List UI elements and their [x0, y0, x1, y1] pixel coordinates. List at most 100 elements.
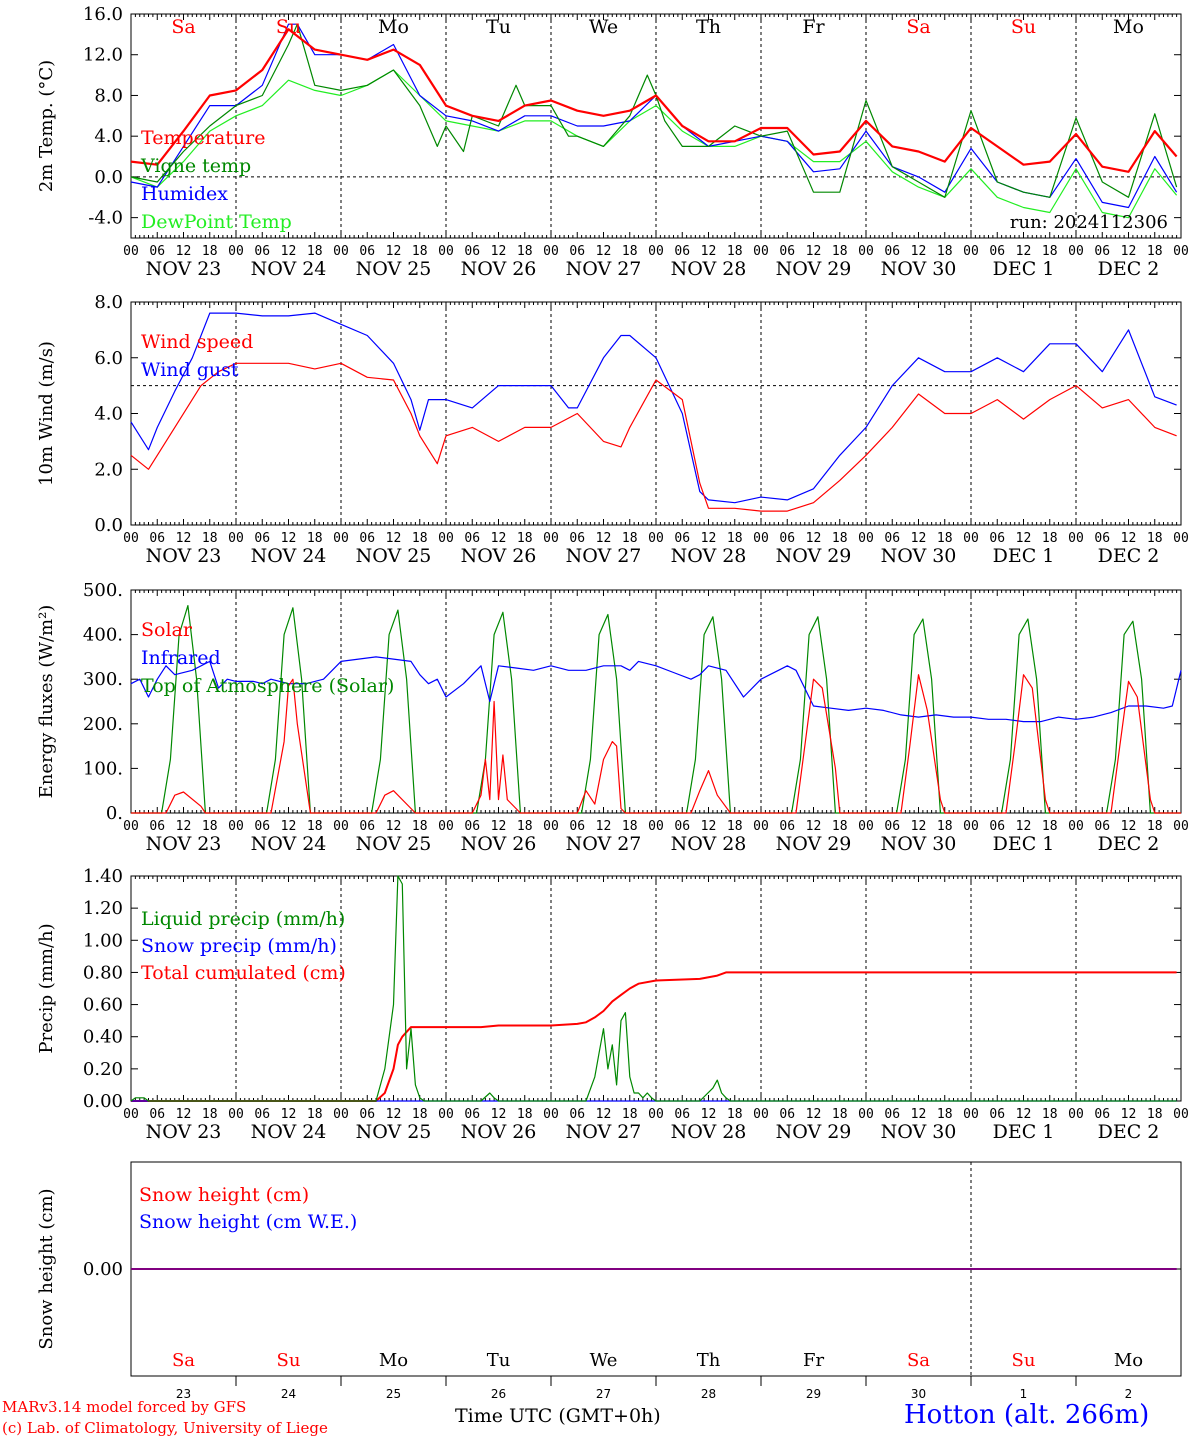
- panel-frame: [130, 301, 1182, 526]
- date-label: NOV 29: [776, 258, 852, 280]
- hour-tick-label: 00: [858, 1107, 874, 1122]
- hour-tick-label: 18: [1042, 819, 1058, 834]
- hour-tick-label: 12: [491, 819, 507, 834]
- y-tick-label: 0.: [106, 803, 123, 824]
- hour-tick-label: 12: [176, 1107, 192, 1122]
- y-tick-label: 12.0: [83, 45, 123, 66]
- hour-tick-label: 12: [596, 819, 612, 834]
- y-tick-label: 16.0: [83, 4, 123, 25]
- day-number-label: 30: [911, 1387, 926, 1401]
- hour-tick-label: 18: [1147, 244, 1163, 259]
- run-annotation: run: 2024112306: [1010, 212, 1168, 233]
- hour-tick-label: 00: [333, 1107, 349, 1122]
- date-label: NOV 27: [566, 833, 642, 855]
- hour-tick-label: 06: [1094, 531, 1110, 546]
- hour-tick-label: 06: [359, 244, 375, 259]
- hour-tick-label: 06: [149, 244, 165, 259]
- date-label: NOV 26: [461, 545, 537, 567]
- weekday-label: Th: [696, 16, 721, 38]
- hour-tick-label: 00: [858, 244, 874, 259]
- date-label: NOV 24: [251, 1121, 327, 1143]
- date-label: NOV 27: [566, 1121, 642, 1143]
- hour-tick-label: 12: [911, 1107, 927, 1122]
- hour-tick-label: 00: [123, 531, 139, 546]
- weekday-label-bottom: Mo: [379, 1350, 408, 1371]
- date-label: NOV 23: [146, 833, 222, 855]
- hour-tick-label: 12: [806, 819, 822, 834]
- weekday-label-bottom: Mo: [1114, 1350, 1143, 1371]
- date-label: NOV 25: [356, 833, 432, 855]
- hour-tick-label: 18: [202, 819, 218, 834]
- hour-tick-label: 00: [648, 531, 664, 546]
- hour-tick-label: 00: [333, 819, 349, 834]
- y-tick-label: 1.40: [83, 866, 123, 887]
- date-label: NOV 29: [776, 1121, 852, 1143]
- hour-tick-label: 12: [281, 531, 297, 546]
- date-label: NOV 28: [671, 545, 747, 567]
- y-tick-label: 1.20: [83, 898, 123, 919]
- weekday-label: We: [589, 16, 618, 38]
- hour-tick-label: 18: [517, 531, 533, 546]
- hour-tick-label: 00: [1173, 244, 1189, 259]
- y-tick-label: 200.: [83, 714, 123, 735]
- hour-tick-label: 06: [254, 531, 270, 546]
- hour-tick-label: 12: [1121, 819, 1137, 834]
- hour-tick-label: 18: [1147, 531, 1163, 546]
- weekday-label-bottom: Tu: [487, 1350, 511, 1371]
- hour-tick-label: 12: [281, 819, 297, 834]
- hour-tick-label: 12: [1121, 531, 1137, 546]
- y-tick-label: 4.0: [94, 126, 123, 147]
- hour-tick-label: 12: [1016, 244, 1032, 259]
- station-label: Hotton (alt. 266m): [904, 1400, 1150, 1430]
- hour-tick-label: 18: [412, 1107, 428, 1122]
- hour-tick-label: 06: [254, 244, 270, 259]
- y-tick-label: 2.0: [94, 459, 123, 480]
- date-label: NOV 28: [671, 833, 747, 855]
- hour-tick-label: 00: [963, 244, 979, 259]
- date-label: NOV 24: [251, 545, 327, 567]
- hour-tick-label: 18: [517, 1107, 533, 1122]
- hour-tick-label: 00: [228, 531, 244, 546]
- hour-tick-label: 06: [779, 244, 795, 259]
- date-label: DEC 2: [1098, 545, 1160, 567]
- hour-tick-label: 00: [753, 1107, 769, 1122]
- date-label: DEC 2: [1098, 1121, 1160, 1143]
- xaxis-label: Time UTC (GMT+0h): [455, 1405, 661, 1427]
- hour-tick-label: 12: [911, 531, 927, 546]
- legend-entry: Solar: [141, 619, 193, 641]
- legend-entry: Snow height (cm): [139, 1184, 309, 1206]
- hour-tick-label: 12: [1016, 819, 1032, 834]
- hour-tick-label: 12: [491, 1107, 507, 1122]
- hour-tick-label: 18: [727, 819, 743, 834]
- legend-entry: Wind gust: [141, 359, 239, 381]
- hour-tick-label: 12: [176, 531, 192, 546]
- hour-tick-label: 18: [937, 244, 953, 259]
- hour-tick-label: 12: [1016, 1107, 1032, 1122]
- date-label: NOV 23: [146, 258, 222, 280]
- date-label: DEC 1: [993, 833, 1055, 855]
- date-label: NOV 26: [461, 833, 537, 855]
- hour-tick-label: 00: [543, 244, 559, 259]
- weekday-label-bottom: Fr: [803, 1350, 824, 1371]
- y-tick-label: 0.0: [94, 515, 123, 536]
- date-label: NOV 26: [461, 258, 537, 280]
- hour-tick-label: 18: [622, 244, 638, 259]
- panel-4: 00 06 12 18 00 06 12 18 00 06 12 18 00 06 12 18 00 06 12 18…: [36, 866, 1189, 1143]
- y-tick-label: 4.0: [94, 404, 123, 425]
- hour-tick-label: 06: [254, 1107, 270, 1122]
- hour-tick-label: 06: [149, 1107, 165, 1122]
- hour-tick-label: 12: [1016, 531, 1032, 546]
- hour-tick-label: 12: [386, 531, 402, 546]
- hour-tick-label: 00: [228, 244, 244, 259]
- date-label: NOV 26: [461, 1121, 537, 1143]
- hour-tick-label: 00: [753, 244, 769, 259]
- hour-tick-label: 00: [963, 1107, 979, 1122]
- hour-tick-label: 18: [412, 244, 428, 259]
- panel-5: 0.00 Snow height (cm) Snow height (cm) Snow…: [36, 1161, 1182, 1377]
- hour-tick-label: 00: [648, 819, 664, 834]
- y-tick-label: 0.80: [83, 962, 123, 983]
- hour-tick-label: 00: [963, 531, 979, 546]
- legend-entry: Wind speed: [141, 331, 253, 353]
- hour-tick-label: 06: [989, 819, 1005, 834]
